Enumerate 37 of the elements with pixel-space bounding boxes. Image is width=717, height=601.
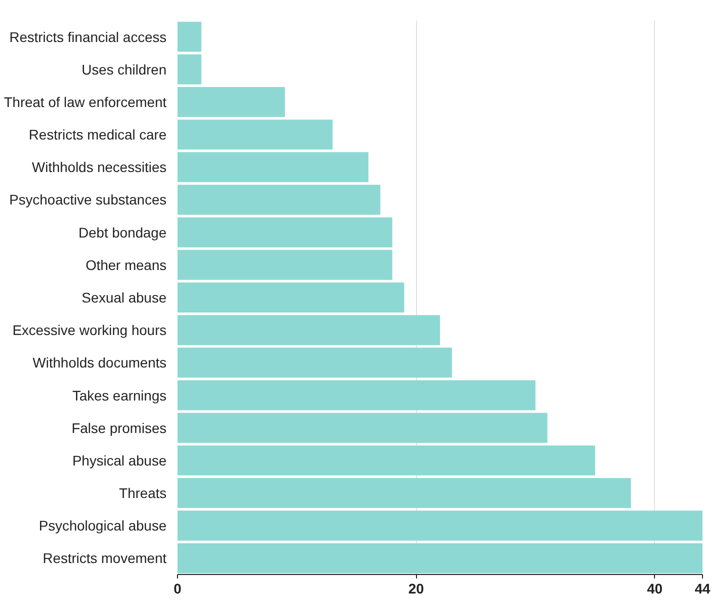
y-tick-label: Restricts movement bbox=[42, 550, 167, 566]
y-tick-label: Physical abuse bbox=[72, 452, 167, 468]
x-tick-label: 0 bbox=[174, 580, 182, 596]
bar bbox=[178, 22, 202, 52]
bar bbox=[178, 380, 536, 410]
y-tick-label: Other means bbox=[86, 256, 167, 273]
x-tick-label: 44 bbox=[694, 580, 710, 596]
y-tick-label: Sexual abuse bbox=[82, 290, 167, 306]
bar bbox=[178, 510, 702, 541]
y-tick-label: Psychoactive substances bbox=[9, 192, 167, 208]
bar bbox=[178, 445, 596, 476]
y-tick-label: Excessive working hours bbox=[12, 322, 166, 338]
bar bbox=[178, 478, 631, 508]
y-tick-label: Threat of law enforcement bbox=[4, 94, 167, 110]
bar bbox=[178, 412, 548, 443]
bar bbox=[178, 250, 392, 280]
y-tick-label: Psychological abuse bbox=[38, 518, 167, 534]
y-tick-label: Debt bondage bbox=[78, 224, 167, 240]
y-tick-label: Threats bbox=[119, 485, 167, 502]
x-tick-label: 40 bbox=[646, 580, 663, 596]
bar bbox=[178, 120, 333, 150]
bar bbox=[178, 217, 392, 248]
y-tick-label: False promises bbox=[72, 420, 167, 436]
bar bbox=[178, 152, 368, 182]
y-tick-label: Restricts financial access bbox=[9, 28, 167, 45]
y-tick-label: Takes earnings bbox=[72, 387, 167, 404]
bar bbox=[178, 184, 380, 215]
bar bbox=[178, 54, 202, 84]
bar bbox=[178, 282, 404, 312]
bar bbox=[178, 348, 452, 378]
y-tick-label: Withholds necessities bbox=[32, 159, 167, 176]
y-tick-label: Restricts medical care bbox=[28, 126, 167, 143]
y-tick-label: Uses children bbox=[82, 61, 167, 78]
x-tick-label: 20 bbox=[408, 580, 424, 596]
bar bbox=[178, 86, 285, 117]
bar bbox=[178, 315, 440, 346]
y-tick-label: Withholds documents bbox=[32, 354, 167, 371]
